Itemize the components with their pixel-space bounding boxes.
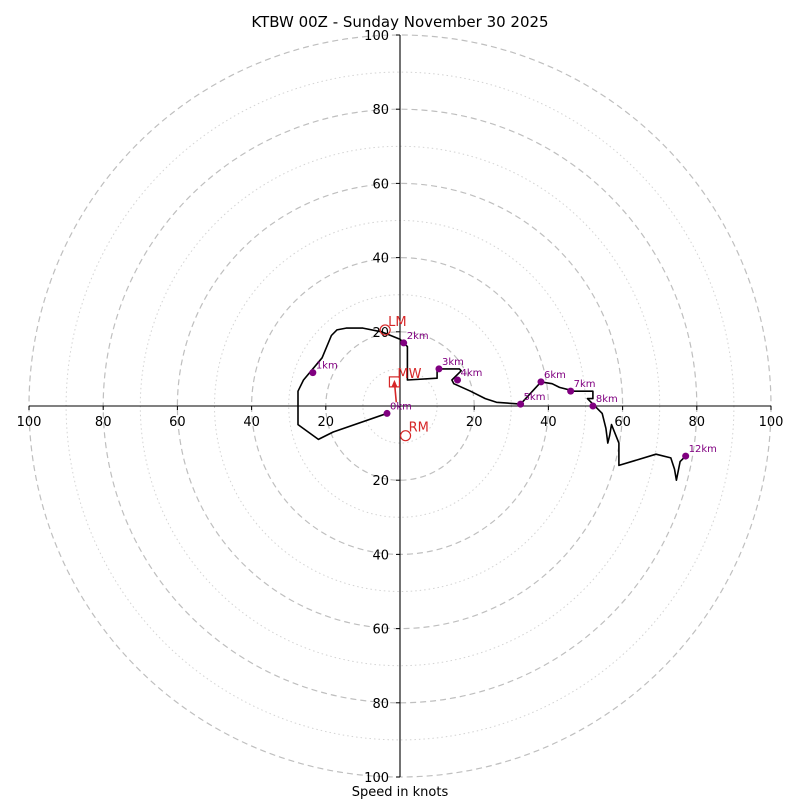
x-tick-label: 20 [318,415,335,430]
y-tick-label: 100 [364,29,389,44]
x-axis-label: Speed in knots [352,785,449,800]
height-marker-dot [537,378,545,386]
height-marker-label: 2km [407,331,429,342]
height-marker-dot [682,452,690,460]
storm-motion-marker [379,324,391,336]
y-tick-label: 20 [372,474,389,489]
y-tick-label: 80 [372,697,389,712]
y-tick-label: 80 [372,103,389,118]
storm-motions: LM MW RM [379,315,429,442]
height-marker-label: 6km [544,370,566,381]
storm-motion-marker [388,376,401,388]
storm-motion-label: MW [397,367,421,382]
height-marker-label: 0km [390,401,412,412]
x-tick-label: 20 [466,415,483,430]
storm-motion-label: RM [409,421,429,436]
height-marker-label: 3km [442,357,464,368]
x-tick-label: 100 [759,415,784,430]
y-tick-label: 60 [372,177,389,192]
wind-trace [297,327,687,482]
height-marker-dot [589,402,597,410]
height-marker-label: 1km [316,361,338,372]
x-tick-label: 100 [17,415,42,430]
height-marker-label: 5km [524,392,546,403]
axes [29,35,771,777]
height-marker-dot [383,409,391,417]
x-tick-label: 80 [95,415,112,430]
x-tick-label: 60 [169,415,186,430]
storm-motion-label: LM [388,315,406,330]
tick-labels: 100 80 60 40 20 20 40 60 80 100100806040202040608… [17,29,784,786]
y-tick-label: 40 [372,252,389,267]
height-marker-dot [309,369,317,377]
height-marker-dot [400,339,408,347]
y-tick-label: 40 [372,548,389,563]
y-tick-label: 60 [372,623,389,638]
x-tick-label: 60 [614,415,631,430]
height-marker-label: 8km [596,394,618,405]
height-marker-dot [567,387,575,395]
x-tick-label: 40 [540,415,557,430]
chart-title: KTBW 00Z - Sunday November 30 2025 [251,13,548,31]
height-marker-label: 12km [689,444,717,455]
height-marker-dot [517,400,525,408]
mean-wind-arrowhead [391,379,398,387]
x-tick-label: 80 [689,415,706,430]
height-marker-label: 4km [461,368,483,379]
wind-trace-line [297,327,687,482]
height-marker-dot [435,365,443,373]
x-tick-label: 40 [243,415,260,430]
y-tick-label: 100 [364,771,389,786]
storm-motion-marker [399,430,412,442]
height-marker-label: 7km [574,379,596,390]
height-marker-dot [454,376,462,384]
